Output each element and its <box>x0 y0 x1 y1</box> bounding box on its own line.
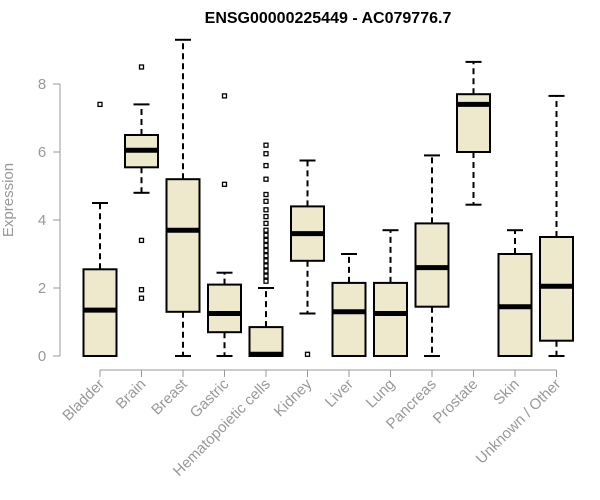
box-0-outlier-0 <box>97 101 103 108</box>
box-4-outlier-14 <box>263 253 269 259</box>
box-4-outlier-6 <box>263 207 269 213</box>
box-4-outlier-11 <box>263 237 269 244</box>
x-tick-label-7: Lung <box>363 376 399 412</box>
box-8-iqr-rect <box>414 222 450 308</box>
x-tick-label-1: Brain <box>113 376 150 413</box>
box-3-outlier-0 <box>221 93 228 99</box>
box-5-outlier-0 <box>304 351 311 357</box>
box-4-outlier-10 <box>263 232 269 238</box>
y-tick-label-1: 2 <box>38 280 46 297</box>
box-7-iqr-rect <box>373 281 408 357</box>
chart-title: ENSG00000225449 - AC079776.7 <box>205 10 452 27</box>
box-4-outlier-15 <box>263 258 269 264</box>
box-4-outlier-18 <box>263 273 269 279</box>
box-3-iqr-rect <box>207 283 242 334</box>
box-4-outlier-7 <box>263 213 269 220</box>
x-tick-label-2: Breast <box>148 375 191 418</box>
x-tick-label-9: Prostate <box>430 376 482 428</box>
box-4-outlier-1 <box>263 151 269 157</box>
box-4-outlier-0 <box>263 142 269 148</box>
box-4-outlier-16 <box>263 263 269 269</box>
box-4-outlier-9 <box>263 227 269 233</box>
x-tick-label-0: Bladder <box>59 376 108 425</box>
box-4-outlier-4 <box>263 191 269 198</box>
box-4-outlier-12 <box>263 242 269 249</box>
x-tick-label-5: Kidney <box>271 375 316 420</box>
box-4-outlier-2 <box>263 162 269 169</box>
y-axis-label: Expression <box>0 163 17 237</box>
box-1-outlier-0 <box>138 64 145 70</box>
box-0-iqr-rect <box>82 268 118 357</box>
box-4-outlier-17 <box>263 268 269 274</box>
box-4-iqr-rect <box>248 326 284 358</box>
y-tick-label-4: 8 <box>38 76 46 93</box>
box-6-iqr-rect <box>331 281 367 357</box>
y-tick-label-0: 0 <box>38 348 46 365</box>
x-tick-label-10: Skin <box>490 376 523 409</box>
box-2-iqr-rect <box>165 178 201 313</box>
box-4-outlier-13 <box>263 247 269 254</box>
box-4-outlier-8 <box>263 220 269 227</box>
y-tick-label-2: 4 <box>38 212 46 229</box>
box-4-outlier-5 <box>263 198 269 204</box>
box-4-outlier-3 <box>263 176 269 182</box>
box-1-outlier-1 <box>138 237 145 244</box>
y-tick-label-3: 6 <box>38 144 46 161</box>
box-4-outlier-19 <box>263 278 269 284</box>
box-11-iqr-rect <box>539 236 574 342</box>
box-1-outlier-3 <box>138 295 145 301</box>
box-1-outlier-2 <box>138 287 145 293</box>
x-tick-label-6: Liver <box>322 376 357 411</box>
box-3-outlier-1 <box>221 181 228 187</box>
